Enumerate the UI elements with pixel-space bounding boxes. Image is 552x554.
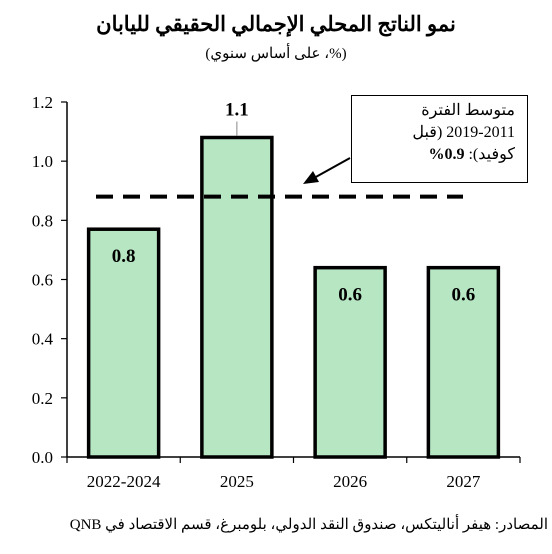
data-label: 0.6 (338, 285, 362, 306)
x-category-label: 2025 (220, 472, 254, 491)
y-tick-label: 0.2 (32, 389, 53, 408)
reference-arrow (313, 157, 351, 179)
bar (86, 227, 161, 459)
note-line-3: كوفيد): 0.9% (358, 144, 515, 166)
y-tick-label: 0.6 (32, 271, 53, 290)
reference-note: متوسط الفترة 2019-2011 (قبل كوفيد): 0.9% (351, 95, 528, 183)
note-line-3-text: كوفيد): (464, 146, 515, 163)
x-category-label: 2022-2024 (87, 472, 161, 491)
y-tick-label: 0.4 (32, 330, 54, 349)
x-category-label: 2027 (446, 472, 481, 491)
source-note: المصادر: هيفر أناليتكس، صندوق النقد الدو… (69, 517, 548, 533)
bar (426, 265, 501, 459)
data-label: 0.6 (452, 285, 476, 306)
chart-title: نمو الناتج المحلي الإجمالي الحقيقي للياب… (96, 12, 456, 36)
x-category-label: 2026 (333, 472, 367, 491)
note-line-2: 2019-2011 (قبل (412, 124, 515, 141)
note-value: 0.9% (428, 146, 465, 163)
y-tick-label: 0.8 (32, 211, 53, 230)
note-line-1: متوسط الفترة (421, 102, 515, 119)
data-label: 0.8 (112, 246, 136, 267)
chart-subtitle: (%، على أساس سنوي) (205, 46, 347, 62)
bar (200, 135, 274, 459)
y-tick-label: 1.2 (32, 93, 53, 112)
y-tick-label: 1.0 (32, 152, 53, 171)
data-label: 1.1 (225, 100, 249, 121)
bar (313, 265, 387, 459)
y-tick-label: 0.0 (32, 448, 53, 467)
reference-arrow-head (303, 171, 319, 184)
